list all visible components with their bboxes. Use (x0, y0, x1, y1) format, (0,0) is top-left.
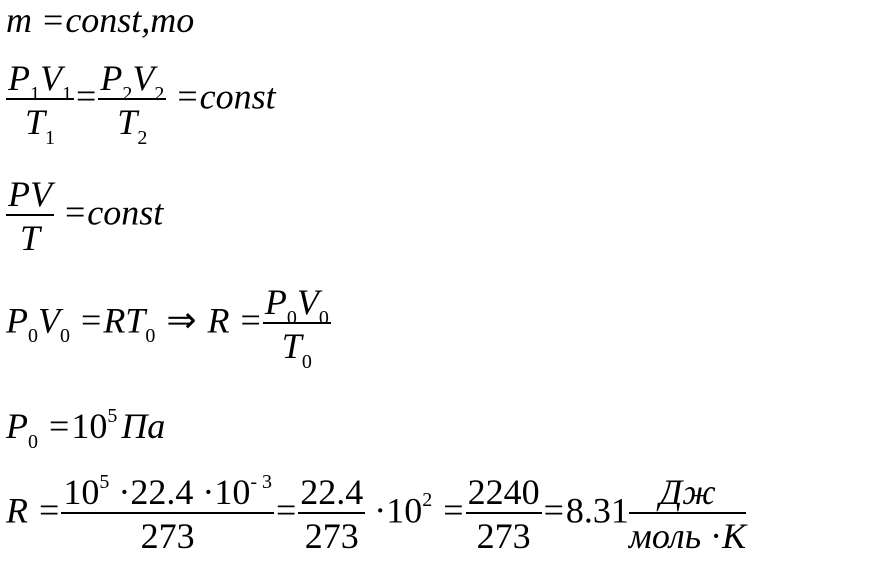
exponent: 2 (422, 489, 433, 512)
p-symbol: P (264, 282, 287, 322)
p-symbol: P (6, 300, 28, 341)
const-term: const (199, 76, 276, 117)
numerator-p0v0: P0V0 (262, 282, 331, 328)
equation-mass-constant: m =const,то (6, 2, 194, 38)
t-symbol: T (281, 326, 302, 366)
rt-term: RT (103, 300, 146, 341)
fraction-22-4-over-273: 22.4 273 (298, 472, 366, 556)
denominator-273: 273 (140, 516, 195, 556)
subscript: 0 (301, 351, 312, 373)
unit-numerator: Дж (628, 474, 747, 514)
p-symbol: P (8, 58, 30, 98)
equals-sign: = (64, 192, 86, 233)
numerator-p1v1: P1V1 (6, 58, 74, 104)
power-base: 10 (386, 490, 423, 531)
subscript: 0 (318, 307, 329, 329)
power-base: 10 (214, 472, 251, 512)
equals-sign: = (39, 490, 60, 531)
equation-gas-constant-derivation: P0V0 =RT0 ⇒ R = P0V0 T0 (6, 282, 331, 372)
equals-sign: = (81, 300, 102, 341)
equals-sign: = (43, 0, 64, 40)
constant-condition: const,то (65, 0, 195, 40)
power-base: 10 (63, 472, 100, 512)
implies-arrow: ⇒ (166, 300, 197, 341)
denominator-t0: T0 (263, 324, 331, 372)
exponent: 5 (99, 471, 110, 493)
subscript: 1 (62, 83, 72, 105)
fraction-state-2: P2V2 T2 (98, 58, 167, 148)
denominator-273: 273 (304, 516, 359, 556)
mass-symbol: m (6, 0, 32, 40)
equation-combined-gas-law: P1V1 T1 = P2V2 T2 =const (6, 58, 276, 148)
v-symbol: V (38, 300, 60, 341)
fraction-p0v0-t0: P0V0 T0 (262, 282, 331, 372)
equation-pv-over-t: PV T =const (6, 176, 163, 256)
equals-sign: = (275, 490, 297, 531)
subscript: 2 (154, 83, 165, 105)
numerator-22-4: 22.4 (298, 472, 366, 514)
unit-kelvin: K (722, 516, 747, 556)
power-base: 10 (71, 406, 108, 446)
const-term: const (87, 192, 164, 233)
equals-sign: = (443, 490, 464, 531)
numerator-full-calc: 105 ·22.4 ·10- 3 (61, 471, 274, 514)
r-symbol: R (6, 490, 28, 531)
denominator-273: 273 (476, 516, 531, 556)
v-symbol: V (296, 282, 319, 322)
t-symbol: T (117, 102, 138, 142)
fraction-pv-t: PV T (6, 176, 54, 256)
unit-mol: моль (628, 516, 702, 556)
p-symbol: P (6, 406, 28, 446)
unit-denominator: моль ·K (629, 514, 746, 554)
equals-sign: = (76, 76, 97, 117)
multiply-dot: · (202, 472, 215, 512)
fraction-full-calc: 105 ·22.4 ·10- 3 273 (61, 471, 274, 556)
multiply-dot: · (118, 472, 131, 512)
numerator-2240: 2240 (465, 472, 542, 514)
subscript: 0 (286, 307, 297, 329)
exponent: - 3 (250, 471, 272, 493)
equation-r-calculation: R = 105 ·22.4 ·10- 3 273 = 22.4 273 ·102… (6, 471, 747, 556)
fraction-2240-over-273: 2240 273 (465, 472, 542, 556)
p-symbol: P (100, 58, 123, 98)
denominator-t1: T1 (6, 100, 74, 148)
equals-sign: = (543, 490, 564, 531)
subscript: 0 (145, 325, 156, 348)
multiply-dot: · (374, 490, 387, 531)
denominator-t: T (19, 218, 40, 258)
numerator-pv: PV (6, 174, 54, 216)
multiply-dot: · (710, 516, 723, 556)
subscript: 0 (60, 325, 70, 348)
equals-sign: = (49, 406, 70, 446)
equals-sign: = (177, 76, 198, 117)
pressure-unit: Па (121, 406, 166, 446)
molar-volume-value: 22.4 (130, 472, 194, 512)
subscript: 2 (137, 127, 148, 149)
subscript: 1 (30, 83, 40, 105)
subscript: 1 (45, 127, 56, 149)
exponent: 5 (107, 405, 118, 427)
equals-sign: = (240, 300, 261, 341)
v-symbol: V (132, 58, 155, 98)
v-symbol: V (40, 58, 62, 98)
numerator-p2v2: P2V2 (98, 58, 167, 104)
t-symbol: T (24, 102, 46, 142)
fraction-state-1: P1V1 T1 (6, 58, 74, 148)
unit-fraction: Дж моль ·K (628, 474, 747, 554)
subscript: 0 (28, 325, 38, 348)
subscript: 0 (28, 431, 38, 453)
result-value: 8.31 (565, 490, 629, 531)
equation-standard-pressure: P0 =105 Па (6, 405, 166, 452)
denominator-t2: T2 (98, 100, 166, 148)
subscript: 2 (122, 83, 133, 105)
r-symbol: R (207, 300, 230, 341)
